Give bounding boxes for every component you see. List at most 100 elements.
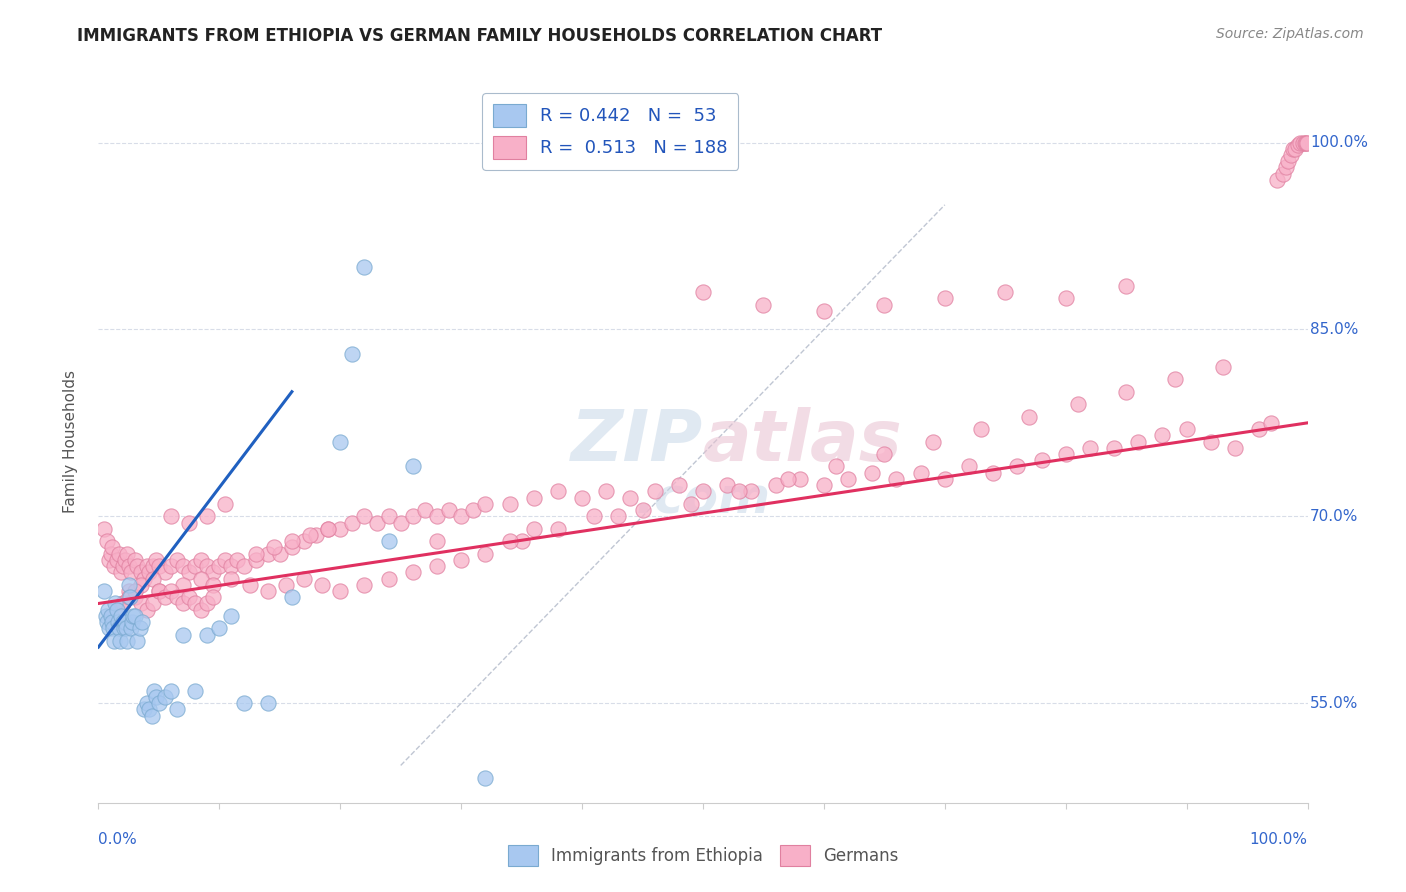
Point xyxy=(1067,397,1090,411)
Point xyxy=(402,566,425,580)
Point xyxy=(129,597,152,611)
Point xyxy=(1294,136,1316,150)
Point xyxy=(1175,422,1198,436)
Point xyxy=(789,472,811,486)
Point xyxy=(474,497,496,511)
Point xyxy=(523,522,546,536)
Point xyxy=(510,534,533,549)
Point xyxy=(195,509,218,524)
Point xyxy=(111,597,134,611)
Point xyxy=(679,497,702,511)
Point xyxy=(292,534,315,549)
Point xyxy=(474,771,496,785)
Point xyxy=(103,633,125,648)
Point xyxy=(353,509,375,524)
Point xyxy=(437,503,460,517)
Point xyxy=(1223,441,1246,455)
Point xyxy=(160,584,183,599)
Point xyxy=(1007,459,1029,474)
Point xyxy=(221,572,243,586)
Point xyxy=(813,478,835,492)
Point xyxy=(160,509,183,524)
Point xyxy=(129,566,152,580)
Point xyxy=(692,285,714,299)
Point xyxy=(463,503,485,517)
Point xyxy=(103,559,125,574)
Point xyxy=(105,603,128,617)
Point xyxy=(1054,447,1077,461)
Point xyxy=(148,584,170,599)
Point xyxy=(668,478,690,492)
Point xyxy=(97,603,120,617)
Point xyxy=(112,621,135,635)
Point xyxy=(118,584,141,599)
Point xyxy=(281,534,304,549)
Point xyxy=(752,297,775,311)
Point xyxy=(934,291,956,305)
Point xyxy=(128,621,150,635)
Point xyxy=(1249,422,1271,436)
Point xyxy=(195,597,218,611)
Point xyxy=(108,633,131,648)
Point xyxy=(96,615,118,629)
Point xyxy=(179,516,201,530)
Point xyxy=(221,559,243,574)
Point xyxy=(114,553,136,567)
Point xyxy=(765,478,787,492)
Point xyxy=(413,503,436,517)
Point xyxy=(117,633,139,648)
Point xyxy=(142,597,165,611)
Text: 70.0%: 70.0% xyxy=(1310,508,1358,524)
Point xyxy=(93,584,115,599)
Point xyxy=(353,260,375,274)
Point xyxy=(135,603,157,617)
Point xyxy=(135,696,157,710)
Point xyxy=(571,491,593,505)
Point xyxy=(1152,428,1174,442)
Point xyxy=(172,559,194,574)
Point xyxy=(269,547,291,561)
Point xyxy=(153,591,176,605)
Point xyxy=(172,578,194,592)
Point xyxy=(426,509,449,524)
Point xyxy=(131,615,153,629)
Point xyxy=(957,459,980,474)
Point xyxy=(195,559,218,574)
Point xyxy=(100,609,122,624)
Point xyxy=(100,547,122,561)
Point xyxy=(239,578,262,592)
Point xyxy=(450,553,472,567)
Point xyxy=(728,484,751,499)
Point xyxy=(118,559,141,574)
Point xyxy=(740,484,762,499)
Point xyxy=(166,702,188,716)
Point xyxy=(202,578,225,592)
Point xyxy=(120,621,142,635)
Point xyxy=(221,609,243,624)
Point xyxy=(692,484,714,499)
Point xyxy=(190,603,212,617)
Point xyxy=(142,572,165,586)
Point xyxy=(143,683,166,698)
Point xyxy=(166,553,188,567)
Point xyxy=(190,572,212,586)
Text: IMMIGRANTS FROM ETHIOPIA VS GERMAN FAMILY HOUSEHOLDS CORRELATION CHART: IMMIGRANTS FROM ETHIOPIA VS GERMAN FAMIL… xyxy=(77,27,883,45)
Point xyxy=(1212,359,1234,374)
Point xyxy=(619,491,641,505)
Point xyxy=(184,597,207,611)
Point xyxy=(776,472,799,486)
Point xyxy=(190,553,212,567)
Point xyxy=(232,559,254,574)
Point xyxy=(1272,167,1295,181)
Point xyxy=(98,553,121,567)
Point xyxy=(1128,434,1150,449)
Point xyxy=(1115,384,1137,399)
Point xyxy=(353,578,375,592)
Point xyxy=(145,690,167,704)
Point xyxy=(179,591,201,605)
Point xyxy=(94,609,117,624)
Point xyxy=(305,528,328,542)
Point xyxy=(1018,409,1040,424)
Point xyxy=(873,297,896,311)
Point xyxy=(202,591,225,605)
